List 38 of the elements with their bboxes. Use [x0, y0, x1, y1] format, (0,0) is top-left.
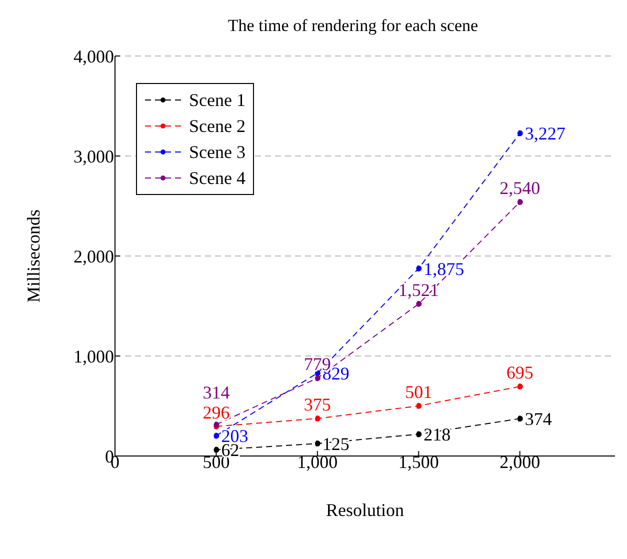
legend-label: Scene 1	[189, 89, 246, 112]
point	[314, 375, 320, 382]
point	[516, 199, 523, 205]
data-label: 1,521	[398, 280, 439, 300]
point	[314, 416, 320, 422]
data-label: 501	[405, 382, 432, 402]
data-label: 296	[202, 402, 230, 422]
x-tick-label: 1,000	[297, 452, 338, 472]
legend-label: Scene 2	[189, 115, 246, 138]
y-tick-label: 2,000	[74, 246, 114, 266]
point	[314, 440, 320, 446]
data-label: 218	[424, 424, 451, 444]
point	[416, 300, 422, 307]
data-label: 2,540	[500, 178, 540, 198]
point	[516, 416, 523, 422]
point	[213, 432, 220, 439]
point	[213, 446, 220, 453]
point	[516, 384, 523, 390]
x-tick-label: 1,500	[398, 452, 439, 472]
point	[516, 130, 523, 136]
y-tick-label: 3,000	[74, 146, 114, 166]
y-axis-title: Milliseconds	[23, 210, 44, 302]
data-label: 3,227	[524, 124, 566, 144]
chart-title: The time of rendering for each scene	[226, 15, 480, 36]
legend-label: Scene 4	[189, 167, 246, 190]
data-label: 374	[524, 408, 552, 429]
y-tick-label: 4,000	[74, 46, 114, 66]
point	[416, 431, 422, 438]
data-label: 695	[506, 362, 534, 382]
data-label: 314	[202, 382, 230, 403]
x-axis-title: Resolution	[326, 500, 404, 520]
legend-label: Scene 3	[189, 141, 246, 164]
y-tick-label: 1,000	[74, 346, 114, 366]
point	[416, 402, 422, 409]
data-label: 1,875	[424, 258, 464, 279]
point	[416, 266, 422, 272]
data-label: 375	[304, 394, 331, 414]
x-tick-label: 2,000	[500, 452, 540, 472]
